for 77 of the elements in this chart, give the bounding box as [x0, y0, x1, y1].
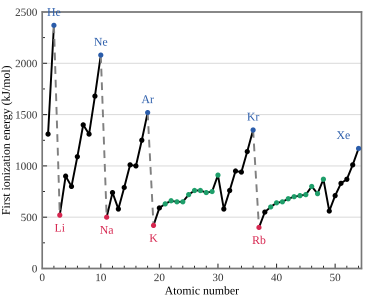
point: [292, 194, 297, 200]
point: [232, 168, 238, 174]
point: [86, 131, 92, 137]
point: [198, 188, 203, 194]
annotation: Rb: [252, 236, 266, 244]
x-tick-label: 30: [212, 274, 224, 282]
point: [244, 148, 250, 154]
point: [326, 208, 332, 214]
annotation: K: [150, 234, 158, 242]
y-tick-label: 1500: [16, 111, 37, 119]
point: [238, 169, 244, 175]
point: [204, 190, 209, 196]
point: [45, 131, 51, 137]
point: [63, 174, 68, 179]
annotation: Li: [54, 224, 65, 232]
point: [320, 176, 326, 182]
point: [133, 163, 139, 168]
y-tick-label: 0: [32, 264, 37, 272]
point: [80, 122, 86, 128]
point: [262, 209, 268, 215]
point: [98, 52, 104, 58]
point: [303, 192, 308, 198]
point: [145, 110, 150, 116]
point: [350, 162, 356, 168]
annotation: Ne: [94, 38, 108, 46]
x-axis-title: Atomic number: [164, 286, 239, 295]
point: [104, 214, 110, 220]
point: [68, 184, 74, 190]
y-tick-label: 1000: [16, 162, 37, 170]
x-tick-label: 20: [154, 274, 165, 282]
point: [268, 204, 274, 210]
x-tick-label: 10: [96, 274, 106, 282]
annotation: Ar: [142, 95, 154, 104]
point: [92, 94, 98, 99]
point: [110, 190, 116, 196]
point: [250, 127, 256, 133]
point: [332, 193, 338, 198]
point: [314, 191, 320, 196]
annotation: Na: [100, 226, 114, 234]
point: [256, 224, 262, 230]
point: [221, 206, 226, 212]
annotation: He: [47, 8, 60, 16]
point: [139, 138, 144, 143]
point: [57, 212, 62, 218]
point: [174, 199, 180, 204]
point: [162, 201, 168, 206]
point: [280, 199, 286, 204]
point: [74, 154, 80, 160]
annotation: Xe: [336, 131, 350, 140]
point: [338, 180, 344, 186]
point: [309, 184, 314, 190]
point: [156, 205, 162, 211]
point: [180, 199, 186, 204]
point: [274, 200, 280, 206]
x-tick-label: 0: [40, 274, 45, 282]
point: [344, 176, 350, 182]
point: [210, 188, 215, 194]
point: [356, 146, 362, 152]
point: [51, 22, 57, 28]
point: [286, 196, 291, 202]
point: [127, 162, 133, 168]
y-tick-label: 2000: [16, 60, 37, 68]
y-tick-label: 2500: [16, 8, 37, 16]
point: [150, 222, 156, 228]
point: [116, 206, 121, 212]
point: [215, 172, 221, 178]
y-axis-title: First ionization energy (kJ/mol): [2, 66, 12, 215]
point: [168, 198, 174, 204]
point: [227, 188, 232, 194]
point: [297, 193, 303, 198]
point: [192, 188, 198, 194]
x-tick-label: 40: [271, 274, 282, 282]
y-tick-label: 500: [21, 214, 37, 222]
annotation: Kr: [247, 112, 260, 121]
point: [122, 184, 127, 190]
point: [186, 192, 192, 198]
x-tick-label: 50: [330, 274, 340, 282]
